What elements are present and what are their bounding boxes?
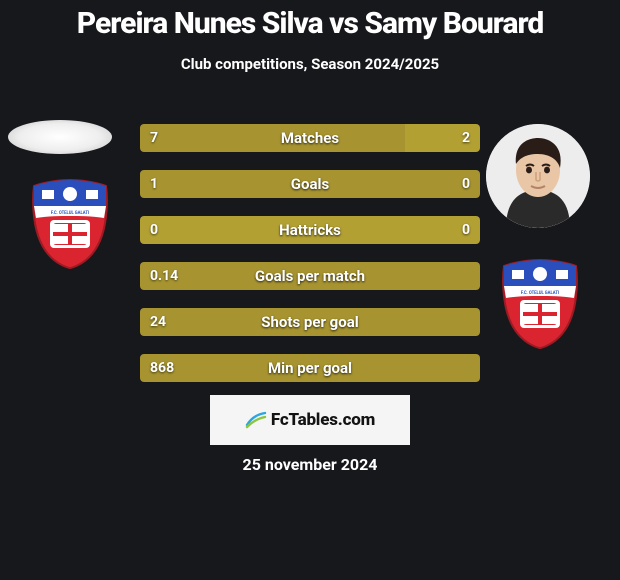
bar-row: Min per goal868 [140,354,480,382]
bar-right [405,124,480,152]
branding-text: FcTables.com [271,410,375,430]
player-face-icon [486,124,590,228]
page-title: Pereira Nunes Silva vs Samy Bourard [0,0,620,41]
bar-row: Hattricks00 [140,216,480,244]
bar-left [140,170,480,198]
bar-row: Shots per goal24 [140,308,480,336]
bar-left [140,308,480,336]
shield-icon: F.C. OTELUL GALATI [490,252,590,352]
comparison-widget: Pereira Nunes Silva vs Samy Bourard Club… [0,0,620,580]
comparison-bars: Matches72 Goals10 Hattricks00 Goals per mat… [140,124,480,400]
club-right-shield: F.C. OTELUL GALATI [490,252,590,352]
bar-row: Goals per match0.14 [140,262,480,290]
branding-box: FcTables.com [210,395,410,445]
bar-full [140,216,480,244]
player-left-avatar-placeholder [8,120,112,154]
date-label: 25 november 2024 [0,455,620,474]
branding-swoosh-icon [245,409,267,431]
bar-row: Goals10 [140,170,480,198]
bar-row: Matches72 [140,124,480,152]
subtitle: Club competitions, Season 2024/2025 [0,55,620,73]
player-right-avatar [486,124,590,228]
svg-text:F.C. OTELUL GALATI: F.C. OTELUL GALATI [51,211,89,216]
title-left: Pereira Nunes Silva [77,6,323,41]
bar-left [140,354,480,382]
svg-text:F.C. OTELUL GALATI: F.C. OTELUL GALATI [521,291,559,296]
bar-left [140,262,480,290]
shield-icon: F.C. OTELUL GALATI [20,172,120,272]
club-left-shield: F.C. OTELUL GALATI [20,172,120,272]
bar-left [140,124,405,152]
title-right: Samy Bourard [364,6,543,41]
title-vs: vs [323,6,365,41]
